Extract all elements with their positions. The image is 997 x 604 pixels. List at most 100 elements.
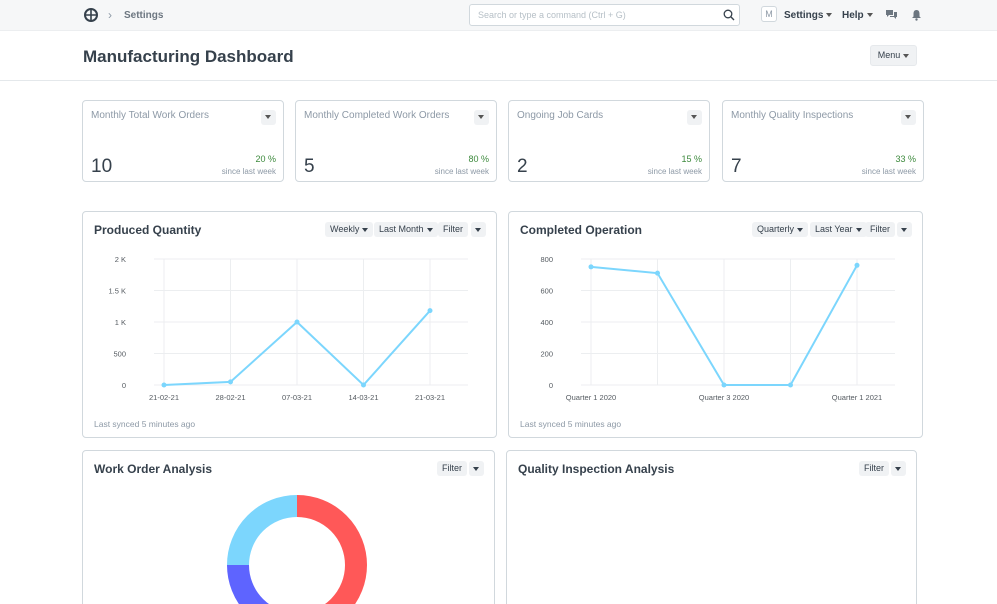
weekly-dropdown[interactable]: Weekly (325, 222, 374, 237)
chart-options-button[interactable] (891, 461, 906, 476)
completed-operation-chart: 0 200 400 600 800 Quarter 1 2020 Quarter 3 202… (540, 255, 895, 402)
y-tick-label: 2 K (115, 255, 126, 264)
last-month-dropdown[interactable]: Last Month (374, 222, 438, 237)
work-order-donut-chart (227, 495, 367, 604)
help-dropdown[interactable]: Help (842, 10, 873, 21)
caret-down-icon (895, 467, 901, 471)
number-card-change: 20 % (255, 154, 276, 164)
x-tick-label: 28-02-21 (215, 393, 245, 402)
card-options-button[interactable] (261, 110, 276, 125)
card-options-button[interactable] (901, 110, 916, 125)
card-options-button[interactable] (474, 110, 489, 125)
card-options-button[interactable] (687, 110, 702, 125)
last-synced-text: Last synced 5 minutes ago (94, 419, 196, 429)
number-card-ongoing-job-cards: Ongoing Job Cards 2 15 % since last week (508, 100, 710, 182)
data-point[interactable] (588, 264, 594, 270)
number-card-change: 80 % (468, 154, 489, 164)
y-tick-label: 1.5 K (108, 287, 126, 296)
chart-title: Produced Quantity (94, 223, 202, 237)
page-title: Manufacturing Dashboard (83, 47, 294, 66)
chart-options-button[interactable] (471, 222, 486, 237)
y-tick-label: 1 K (115, 318, 126, 327)
search-icon[interactable] (723, 9, 735, 21)
number-card-value: 7 (731, 156, 742, 177)
filter-button-label: Filter (442, 463, 462, 473)
caret-down-icon (265, 115, 271, 119)
caret-down-icon (797, 227, 804, 232)
number-card-since: since last week (647, 167, 702, 176)
x-tick-label: 21-03-21 (415, 393, 445, 402)
number-card-since: since last week (861, 167, 916, 176)
settings-dropdown-label: Settings (784, 10, 824, 21)
chart-title: Quality Inspection Analysis (518, 462, 675, 476)
data-point[interactable] (228, 379, 233, 385)
data-point[interactable] (854, 262, 860, 268)
y-tick-label: 800 (540, 255, 553, 264)
data-point[interactable] (655, 270, 660, 276)
filter-button-label: Filter (870, 224, 890, 234)
data-point[interactable] (427, 308, 433, 314)
caret-down-icon (478, 115, 484, 119)
quarterly-dropdown-label: Quarterly (757, 224, 795, 234)
chart-title: Completed Operation (520, 223, 643, 237)
y-tick-label: 600 (540, 287, 553, 296)
caret-down-icon (426, 227, 433, 232)
donut-slice[interactable] (296, 495, 367, 604)
chart-options-button[interactable] (897, 222, 912, 237)
last-month-dropdown-label: Last Month (379, 224, 424, 234)
data-point[interactable] (788, 382, 793, 388)
data-point[interactable] (361, 382, 366, 388)
y-tick-label: 400 (540, 318, 553, 327)
quarterly-dropdown[interactable]: Quarterly (752, 222, 809, 237)
menu-button[interactable]: Menu (870, 45, 917, 66)
notification-bell-icon[interactable] (911, 9, 922, 21)
help-dropdown-label: Help (842, 10, 864, 21)
donut-slice[interactable] (227, 564, 297, 604)
filter-button[interactable]: Filter (437, 461, 467, 476)
produced-quantity-card: Produced Quantity Weekly Last Month Filt… (82, 211, 497, 438)
last-year-dropdown[interactable]: Last Year (810, 222, 867, 237)
y-tick-label: 0 (122, 381, 126, 390)
data-point[interactable] (721, 382, 727, 388)
x-tick-label: Quarter 1 2020 (566, 393, 616, 402)
y-tick-label: 500 (113, 350, 126, 359)
chart-options-button[interactable] (469, 461, 484, 476)
caret-down-icon (905, 115, 911, 119)
last-year-dropdown-label: Last Year (815, 224, 853, 234)
caret-down-icon (362, 227, 369, 232)
app-logo-icon[interactable] (84, 8, 98, 22)
data-point[interactable] (161, 382, 167, 388)
x-tick-label: 14-03-21 (348, 393, 378, 402)
caret-down-icon (901, 228, 907, 232)
chat-icon[interactable] (885, 9, 898, 21)
settings-dropdown[interactable]: Settings (784, 10, 833, 21)
filter-button[interactable]: Filter (865, 222, 895, 237)
number-card-total-work-orders: Monthly Total Work Orders 10 20 % since … (82, 100, 284, 182)
breadcrumb-settings[interactable]: Settings (124, 10, 164, 21)
y-tick-label: 0 (549, 381, 553, 390)
caret-down-icon (903, 53, 910, 58)
avatar[interactable]: M (761, 6, 777, 22)
number-card-quality-inspections: Monthly Quality Inspections 7 33 % since… (722, 100, 924, 182)
chart-title: Work Order Analysis (94, 462, 213, 476)
number-card-label: Monthly Completed Work Orders (304, 110, 450, 121)
page-header: Manufacturing Dashboard Menu (0, 31, 997, 81)
filter-button-label: Filter (864, 463, 884, 473)
x-tick-label: 07-03-21 (282, 393, 312, 402)
number-card-value: 10 (91, 156, 113, 177)
number-card-since: since last week (434, 167, 489, 176)
number-card-label: Ongoing Job Cards (517, 110, 604, 121)
caret-down-icon (691, 115, 697, 119)
completed-operation-card: Completed Operation Quarterly Last Year … (508, 211, 923, 438)
data-point[interactable] (294, 319, 300, 325)
number-card-change: 33 % (895, 154, 916, 164)
donut-slice[interactable] (227, 495, 298, 566)
caret-down-icon (473, 467, 479, 471)
x-tick-label: 21-02-21 (149, 393, 179, 402)
search-input[interactable] (469, 4, 740, 26)
filter-button[interactable]: Filter (438, 222, 468, 237)
x-tick-label: Quarter 1 2021 (832, 393, 882, 402)
caret-down-icon (475, 228, 481, 232)
number-card-label: Monthly Total Work Orders (91, 110, 210, 121)
filter-button[interactable]: Filter (859, 461, 889, 476)
